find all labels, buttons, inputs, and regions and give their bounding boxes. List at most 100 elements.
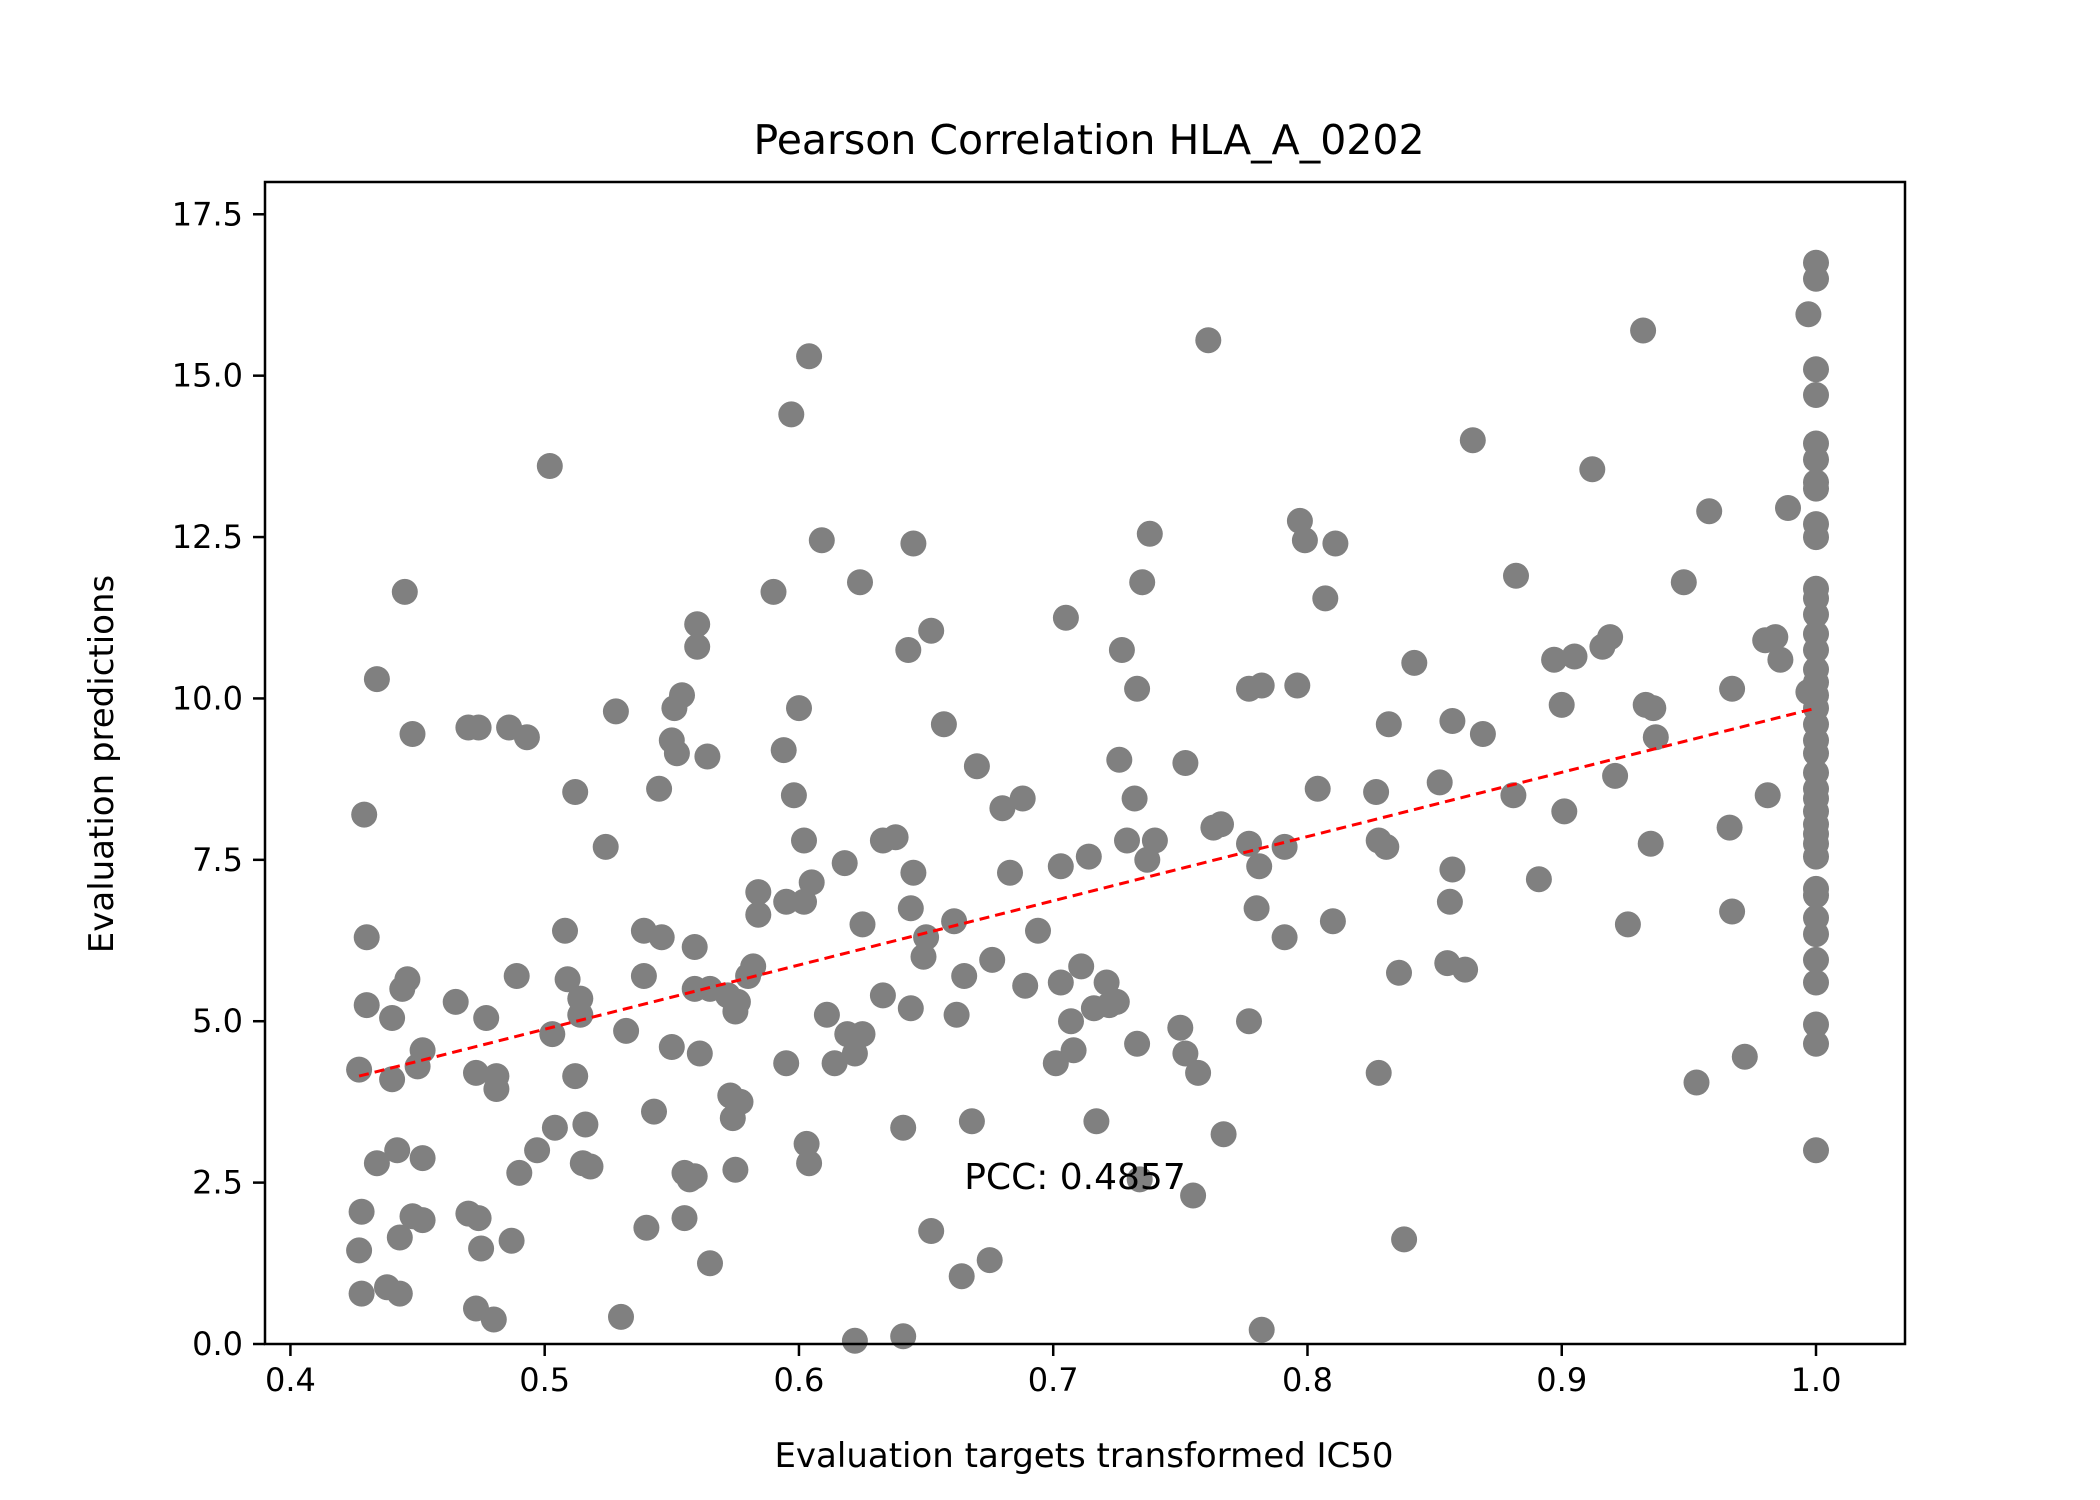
data-point: [963, 753, 990, 780]
data-point: [1047, 969, 1074, 996]
data-point: [1391, 1226, 1418, 1253]
data-point: [1803, 382, 1829, 408]
data-point: [1386, 959, 1412, 986]
data-point: [895, 637, 922, 663]
data-point: [1551, 798, 1578, 825]
pcc-annotation: PCC: 0.4857: [964, 1157, 1186, 1198]
data-point: [1093, 969, 1120, 996]
data-point: [552, 917, 578, 944]
data-point: [793, 1130, 820, 1157]
data-point: [1180, 1182, 1207, 1209]
data-point: [1719, 675, 1746, 702]
data-point: [1108, 637, 1135, 663]
data-point: [409, 1037, 436, 1064]
data-point: [1060, 1037, 1087, 1064]
data-point: [1469, 721, 1496, 747]
data-point: [1172, 1040, 1199, 1067]
data-point: [1047, 853, 1074, 880]
data-point: [1803, 637, 1829, 663]
data-point: [1291, 527, 1318, 554]
data-point: [1614, 911, 1641, 938]
data-point: [847, 569, 873, 596]
data-point: [958, 1108, 985, 1135]
data-point: [658, 1034, 685, 1060]
data-point: [684, 633, 711, 660]
data-point: [1716, 814, 1743, 841]
data-point: [351, 801, 378, 828]
data-point: [1136, 520, 1163, 547]
x-tick-label: 0.4: [265, 1361, 316, 1399]
data-point: [1426, 769, 1453, 796]
data-point: [1124, 1030, 1151, 1057]
data-point: [1803, 524, 1829, 551]
data-point: [882, 824, 909, 851]
data-point: [1579, 456, 1606, 483]
data-point: [686, 1040, 713, 1067]
data-point: [948, 1263, 975, 1290]
data-point: [503, 963, 530, 989]
data-point: [1561, 643, 1588, 670]
data-point: [572, 1111, 599, 1138]
data-point: [633, 1214, 660, 1241]
data-point: [363, 666, 390, 693]
data-point: [1803, 843, 1829, 870]
data-point: [613, 1017, 640, 1044]
data-point: [648, 924, 675, 951]
data-point: [831, 850, 858, 877]
data-point: [1452, 956, 1479, 983]
y-axis-ticks: 0.0 2.5 5.0 7.5 10.0 12.5 15.0 17.5: [172, 195, 265, 1363]
data-point: [681, 934, 708, 960]
data-point: [602, 698, 629, 725]
data-point: [1365, 1059, 1392, 1086]
data-point: [1185, 1059, 1212, 1086]
x-axis-label: Evaluation targets transformed IC50: [774, 1436, 1393, 1476]
data-point: [394, 966, 421, 993]
data-point: [813, 1001, 840, 1028]
data-point: [379, 1066, 406, 1093]
data-point: [770, 737, 797, 764]
x-tick-label: 1.0: [1791, 1361, 1842, 1399]
data-point: [791, 827, 817, 854]
data-point: [1284, 672, 1311, 699]
data-point: [1439, 856, 1466, 883]
data-point: [384, 1137, 411, 1164]
data-point: [943, 1001, 970, 1028]
data-point: [1731, 1043, 1758, 1070]
y-axis-label: Evaluation predictions: [82, 575, 122, 954]
data-point: [1803, 946, 1829, 973]
data-point: [1775, 495, 1801, 521]
data-point: [910, 943, 937, 970]
data-point: [1762, 624, 1789, 651]
data-point: [1312, 585, 1339, 612]
data-point: [1236, 1008, 1262, 1035]
data-point: [1114, 827, 1140, 854]
plot-area: 0.4 0.5 0.6 0.7 0.8 0.9 1.0 0.0 2.5 5.0 7.5 10.0 12.…: [172, 180, 1907, 1399]
data-point: [592, 833, 619, 860]
data-point: [913, 924, 940, 951]
data-point: [1121, 785, 1148, 812]
data-point: [1172, 750, 1199, 776]
data-point: [1459, 427, 1486, 454]
data-point: [727, 1088, 754, 1115]
data-point: [473, 1005, 500, 1031]
data-point: [1058, 1008, 1084, 1035]
data-point: [900, 530, 927, 557]
data-point: [1025, 917, 1051, 944]
data-point: [348, 1280, 375, 1307]
y-tick-label: 17.5: [172, 195, 243, 233]
data-point: [760, 578, 787, 605]
data-point: [773, 1050, 800, 1077]
data-point: [1248, 1316, 1275, 1343]
data-point: [773, 888, 800, 915]
data-point: [386, 1224, 413, 1251]
data-point: [1541, 646, 1568, 673]
data-point: [1243, 895, 1270, 922]
y-tick-label: 10.0: [172, 679, 243, 717]
data-point: [1068, 953, 1095, 980]
data-point: [541, 1114, 568, 1141]
data-point: [498, 1227, 525, 1254]
data-point: [663, 740, 690, 767]
